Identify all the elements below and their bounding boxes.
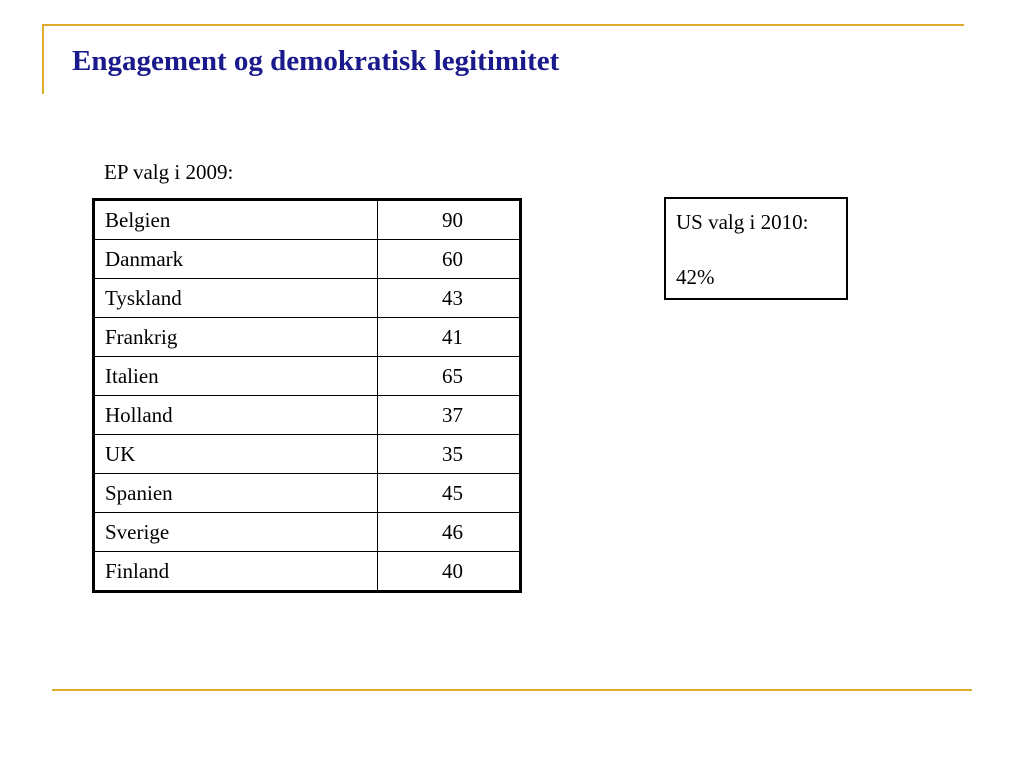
table-row: Sverige 46 (93, 512, 521, 552)
value-cell: 45 (377, 473, 521, 513)
ep-caption: EP valg i 2009: (104, 160, 234, 184)
value-cell: 90 (377, 199, 521, 240)
country-cell: Belgien (93, 199, 378, 240)
table-row: Frankrig 41 (93, 317, 521, 357)
country-cell: Danmark (93, 239, 378, 279)
value-cell: 43 (377, 278, 521, 318)
value-cell: 40 (377, 551, 521, 592)
country-cell: Holland (93, 395, 378, 435)
country-cell: Sverige (93, 512, 378, 552)
value-cell: 46 (377, 512, 521, 552)
table-row: Holland 37 (93, 395, 521, 435)
country-cell: Tyskland (93, 278, 378, 318)
table-row: Danmark 60 (93, 239, 521, 279)
table-row: Finland 40 (93, 551, 521, 592)
country-cell: Finland (93, 551, 378, 592)
value-cell: 37 (377, 395, 521, 435)
country-cell: Spanien (93, 473, 378, 513)
country-cell: UK (93, 434, 378, 474)
bottom-rule (52, 689, 972, 691)
top-rule (42, 24, 964, 26)
ep-turnout-table: Belgien 90 Danmark 60 Tyskland 43 Frankr… (92, 198, 522, 593)
us-box-value: 42% (676, 265, 715, 289)
value-cell: 65 (377, 356, 521, 396)
us-box-title: US valg i 2010: (676, 210, 809, 234)
table-row: Belgien 90 (93, 199, 521, 240)
country-cell: Frankrig (93, 317, 378, 357)
slide-title: Engagement og demokratisk legitimitet (72, 45, 560, 77)
value-cell: 35 (377, 434, 521, 474)
value-cell: 60 (377, 239, 521, 279)
us-election-box: US valg i 2010: 42% (664, 197, 848, 300)
country-cell: Italien (93, 356, 378, 396)
value-cell: 41 (377, 317, 521, 357)
table-row: Italien 65 (93, 356, 521, 396)
left-rule (42, 24, 44, 94)
table-row: Spanien 45 (93, 473, 521, 513)
table-row: UK 35 (93, 434, 521, 474)
table-row: Tyskland 43 (93, 278, 521, 318)
